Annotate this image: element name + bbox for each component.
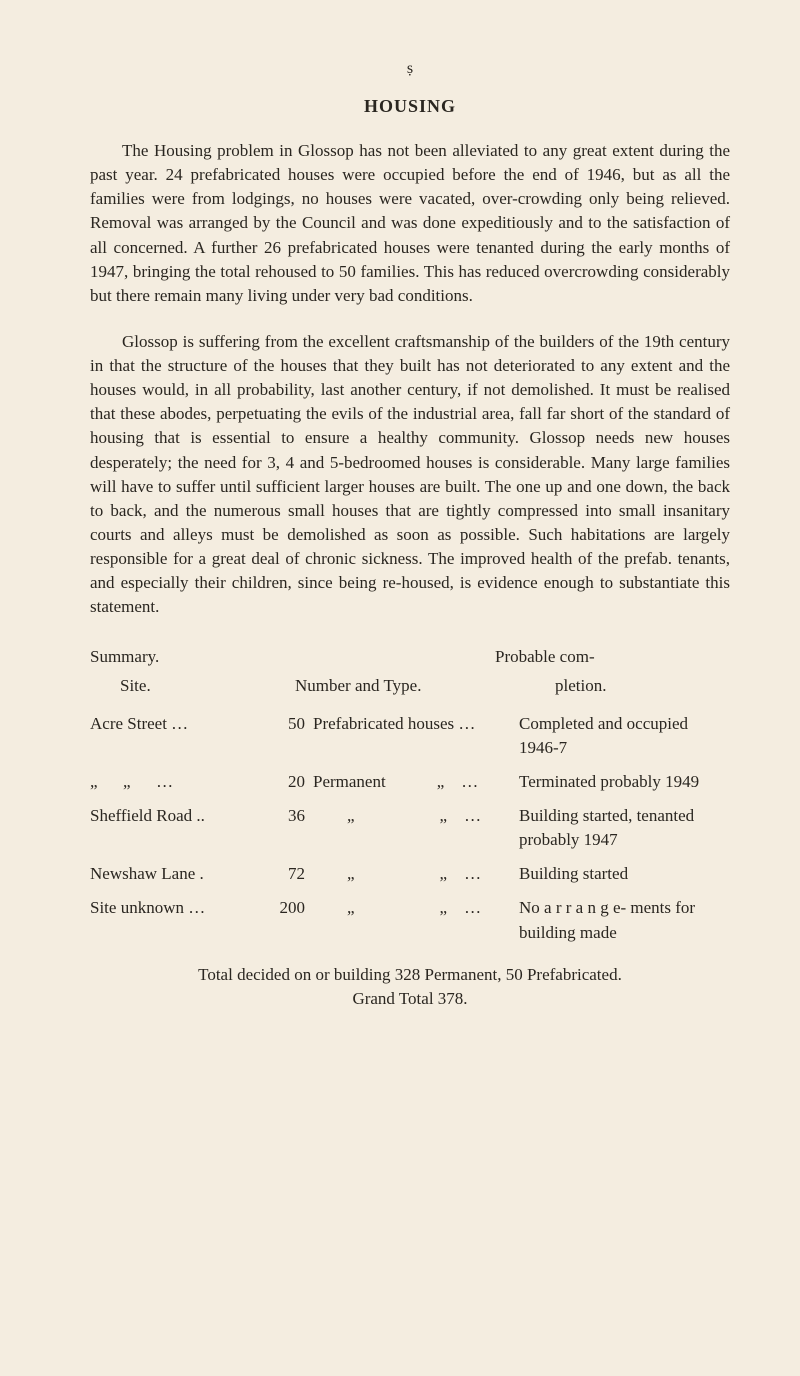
- cell-number: 20: [265, 770, 313, 794]
- summary-header-left-bottom: Site.: [90, 674, 295, 698]
- document-page: ṣ HOUSING The Housing problem in Glossop…: [0, 0, 800, 1376]
- cell-completion: No a r r a n g e- ments for building mad…: [513, 896, 730, 944]
- cell-number: 50: [265, 712, 313, 736]
- top-mark-glyph: ṣ: [90, 60, 730, 78]
- table-row: Sheffield Road .. 36 „ „ … Building star…: [90, 804, 730, 852]
- cell-type: „ „ …: [313, 804, 513, 828]
- footer-text: Total decided on or building 328 Permane…: [90, 963, 730, 1011]
- summary-header-mid: Number and Type.: [295, 674, 525, 698]
- cell-type: Prefabricated houses …: [313, 712, 513, 736]
- footer-line-1: Total decided on or building 328 Permane…: [198, 965, 622, 984]
- paragraph-1: The Housing problem in Glossop has not b…: [90, 139, 730, 308]
- table-row: Acre Street … 50 Prefabricated houses … …: [90, 712, 730, 760]
- cell-site: „ „ …: [90, 770, 265, 794]
- cell-type: Permanent „ …: [313, 770, 513, 794]
- cell-site: Newshaw Lane .: [90, 862, 265, 886]
- table-row: Site unknown … 200 „ „ … No a r r a n g …: [90, 896, 730, 944]
- cell-type: „ „ …: [313, 896, 513, 920]
- cell-completion: Building started: [513, 862, 730, 886]
- cell-number: 36: [265, 804, 313, 828]
- summary-header-right-bottom: pletion.: [525, 674, 730, 698]
- paragraph-2: Glossop is suffering from the excellent …: [90, 330, 730, 620]
- cell-completion: Completed and occupied 1946-7: [513, 712, 730, 760]
- cell-site: Site unknown …: [90, 896, 265, 920]
- section-title: HOUSING: [90, 96, 730, 117]
- cell-site: Sheffield Road ..: [90, 804, 265, 828]
- footer-line-2: Grand Total 378.: [352, 989, 467, 1008]
- cell-site: Acre Street …: [90, 712, 265, 736]
- summary-table: Summary. Probable com- Site. Number and …: [90, 645, 730, 944]
- cell-completion: Terminated probably 1949: [513, 770, 730, 794]
- cell-completion: Building started, tenanted probably 1947: [513, 804, 730, 852]
- cell-type: „ „ …: [313, 862, 513, 886]
- table-row: „ „ … 20 Permanent „ … Terminated probab…: [90, 770, 730, 794]
- summary-header-right-top: Probable com-: [495, 645, 730, 669]
- cell-number: 200: [265, 896, 313, 920]
- summary-header-row-1: Summary. Probable com-: [90, 645, 730, 669]
- summary-header-spacer: [265, 645, 495, 669]
- summary-header-left-top: Summary.: [90, 645, 265, 669]
- cell-number: 72: [265, 862, 313, 886]
- table-row: Newshaw Lane . 72 „ „ … Building started: [90, 862, 730, 886]
- summary-header-row-2: Site. Number and Type. pletion.: [90, 674, 730, 698]
